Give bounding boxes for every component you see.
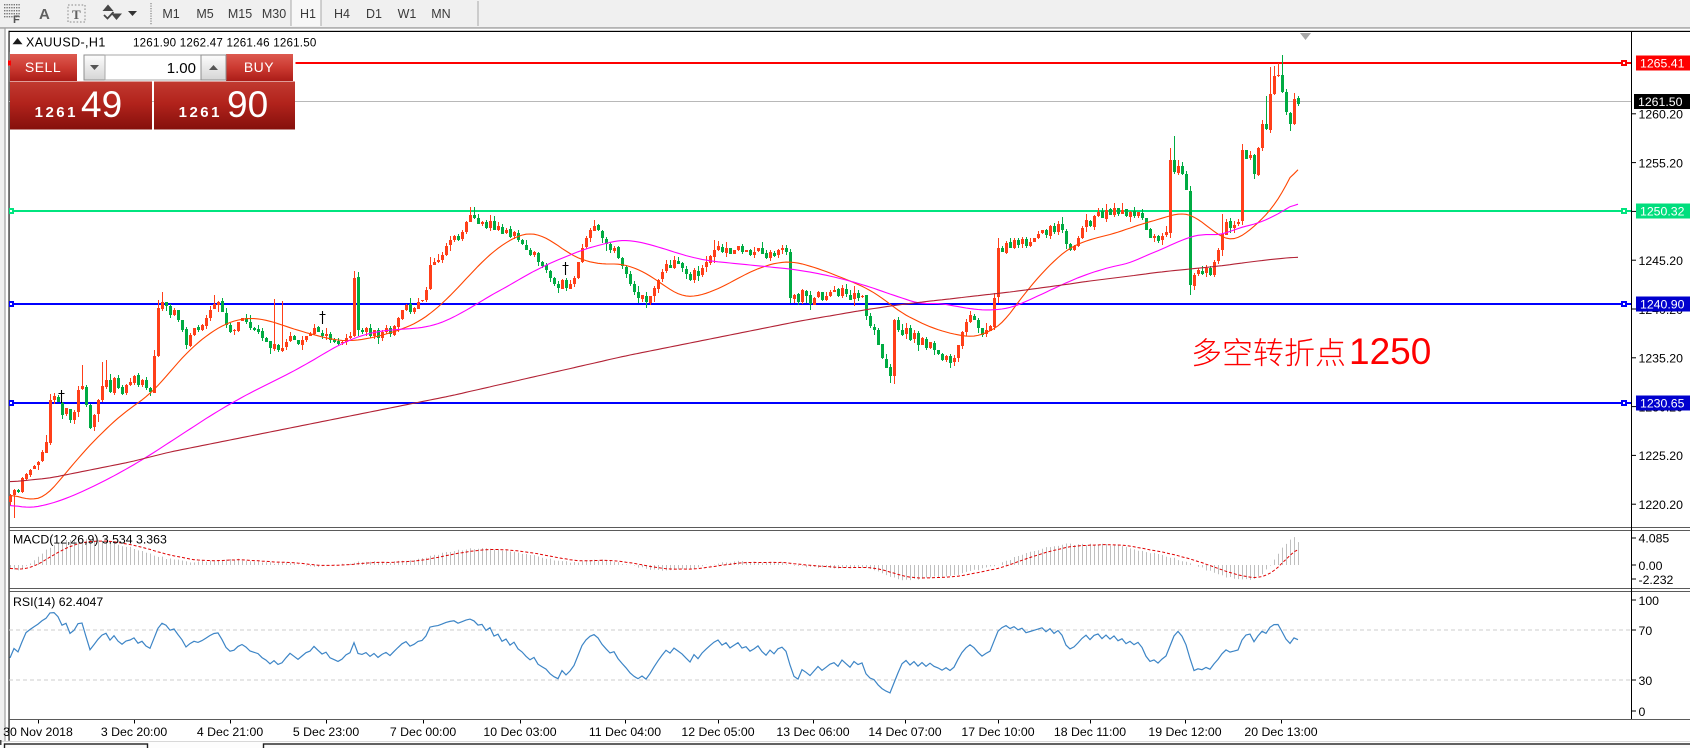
svg-text:3 Dec 20:00: 3 Dec 20:00 [101, 725, 167, 739]
svg-text:1.00: 1.00 [167, 60, 196, 77]
svg-text:MN: MN [431, 7, 450, 21]
svg-text:90: 90 [227, 84, 268, 125]
svg-text:M15: M15 [228, 7, 252, 21]
svg-text:RSI(14) 62.4047: RSI(14) 62.4047 [13, 595, 103, 609]
svg-text:1225.20: 1225.20 [1639, 449, 1684, 463]
svg-text:1250: 1250 [1349, 331, 1431, 372]
svg-text:1261.50: 1261.50 [1638, 95, 1683, 109]
svg-text:H4: H4 [334, 7, 350, 21]
svg-text:4.085: 4.085 [1639, 532, 1670, 546]
svg-text:A: A [39, 6, 50, 23]
svg-text:13 Dec 06:00: 13 Dec 06:00 [776, 725, 849, 739]
svg-text:7 Dec 00:00: 7 Dec 00:00 [390, 725, 456, 739]
svg-text:H1: H1 [300, 7, 316, 21]
svg-text:1261.90 1262.47 1261.46 1261.5: 1261.90 1262.47 1261.46 1261.50 [133, 36, 317, 49]
svg-text:XAUUSD-,H1: XAUUSD-,H1 [26, 35, 106, 49]
svg-text:1265.41: 1265.41 [1640, 57, 1685, 71]
svg-text:14 Dec 07:00: 14 Dec 07:00 [868, 725, 941, 739]
svg-text:10 Dec 03:00: 10 Dec 03:00 [483, 725, 556, 739]
svg-text:1255.20: 1255.20 [1639, 156, 1684, 170]
svg-text:1235.20: 1235.20 [1639, 352, 1684, 366]
svg-text:1261: 1261 [35, 104, 78, 121]
svg-text:18 Dec 11:00: 18 Dec 11:00 [1054, 725, 1126, 739]
svg-text:49: 49 [81, 84, 122, 125]
svg-text:1220.20: 1220.20 [1639, 498, 1684, 512]
svg-text:SELL: SELL [25, 59, 61, 75]
svg-text:4 Dec 21:00: 4 Dec 21:00 [197, 725, 263, 739]
svg-text:BUY: BUY [244, 59, 274, 75]
svg-text:20 Dec 13:00: 20 Dec 13:00 [1244, 725, 1317, 739]
svg-text:1250.32: 1250.32 [1640, 205, 1685, 219]
svg-text:1230.65: 1230.65 [1640, 397, 1685, 411]
svg-text:0: 0 [1639, 705, 1646, 719]
svg-text:M30: M30 [262, 7, 286, 21]
svg-text:1245.20: 1245.20 [1639, 254, 1684, 268]
svg-text:19 Dec 12:00: 19 Dec 12:00 [1148, 725, 1221, 739]
svg-text:T: T [72, 7, 81, 22]
svg-text:D1: D1 [366, 7, 382, 21]
svg-text:W1: W1 [398, 7, 417, 21]
svg-text:F: F [13, 14, 20, 26]
svg-text:MACD(12,26,9) 3.534 3.363: MACD(12,26,9) 3.534 3.363 [13, 533, 167, 547]
svg-text:17 Dec 10:00: 17 Dec 10:00 [961, 725, 1034, 739]
svg-text:-2.232: -2.232 [1639, 573, 1674, 587]
svg-text:1261: 1261 [179, 104, 222, 121]
svg-text:12 Dec 05:00: 12 Dec 05:00 [681, 725, 754, 739]
svg-text:1240.90: 1240.90 [1640, 298, 1685, 312]
svg-text:M5: M5 [196, 7, 213, 21]
svg-text:100: 100 [1639, 594, 1660, 608]
svg-text:11 Dec 04:00: 11 Dec 04:00 [589, 725, 661, 739]
svg-text:70: 70 [1639, 624, 1653, 638]
svg-text:5 Dec 23:00: 5 Dec 23:00 [293, 725, 359, 739]
svg-text:0.00: 0.00 [1639, 559, 1663, 573]
svg-text:M1: M1 [162, 7, 179, 21]
svg-text:1260.20: 1260.20 [1639, 108, 1684, 122]
svg-text:30 Nov 2018: 30 Nov 2018 [3, 725, 73, 739]
svg-text:30: 30 [1639, 674, 1653, 688]
